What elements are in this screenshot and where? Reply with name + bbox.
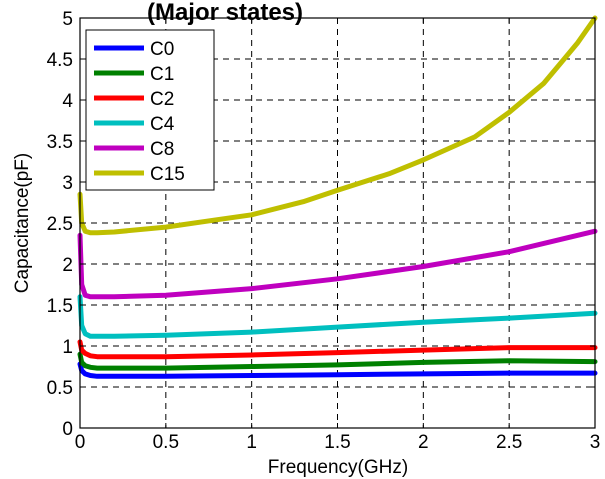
legend-label-c8: C8 <box>150 139 174 160</box>
x-tick-label: 0 <box>75 432 86 453</box>
x-axis-label: Frequency(GHz) <box>268 457 408 478</box>
y-tick-label: 0.5 <box>47 378 73 399</box>
legend: C0 C1 C2 C4 C8 C15 <box>85 29 215 191</box>
series-line-c4 <box>77 294 598 339</box>
y-tick-label: 3.5 <box>47 132 73 153</box>
x-tick-label: 1.5 <box>324 432 350 453</box>
legend-label-c2: C2 <box>150 89 174 110</box>
legend-label-c15: C15 <box>150 164 185 185</box>
x-tick-label: 0.5 <box>153 432 179 453</box>
y-tick-label: 3 <box>62 173 73 194</box>
series-line-c2 <box>77 339 598 360</box>
legend-box <box>85 29 215 191</box>
y-tick-label: 2 <box>62 255 73 276</box>
series-line-c1 <box>77 351 598 371</box>
y-tick-label: 4 <box>62 91 73 112</box>
y-tick-label: 5 <box>62 9 73 30</box>
x-tick-label: 3 <box>590 432 601 453</box>
y-axis-label: Capacitance(pF) <box>12 153 33 293</box>
y-tick-label: 1.5 <box>47 296 73 317</box>
ticks: 0 0.5 1 1.5 2 2.5 3 0 0.5 1 1.5 2 2.5 3 3.5 4 4.5 5 <box>47 9 601 453</box>
y-tick-label: 0 <box>62 419 73 440</box>
x-tick-label: 1 <box>246 432 257 453</box>
chart-title: (Major states) <box>147 0 303 26</box>
series-line-c8 <box>77 228 598 300</box>
legend-label-c0: C0 <box>150 39 174 60</box>
y-tick-label: 4.5 <box>47 50 73 71</box>
series-line-c15 <box>77 15 598 236</box>
y-tick-label: 2.5 <box>47 214 73 235</box>
series-line-c0 <box>77 361 598 379</box>
legend-label-c1: C1 <box>150 64 174 85</box>
x-tick-label: 2.5 <box>496 432 522 453</box>
legend-label-c4: C4 <box>150 114 175 135</box>
x-tick-label: 2 <box>418 432 429 453</box>
y-tick-label: 1 <box>62 337 73 358</box>
series-lines <box>77 15 598 379</box>
